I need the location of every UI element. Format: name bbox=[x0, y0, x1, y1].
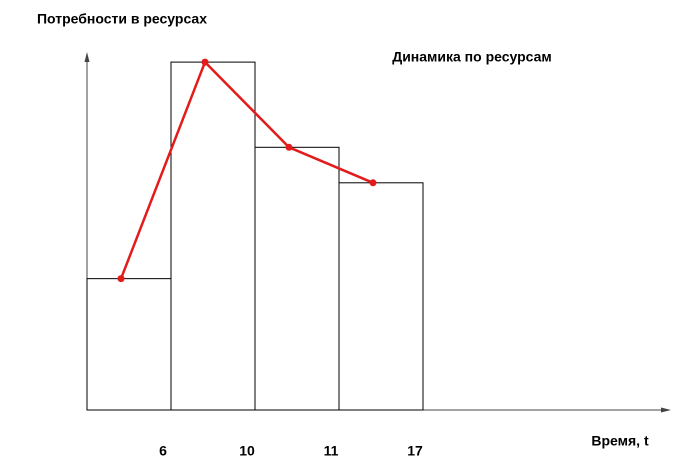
x-axis-arrow bbox=[661, 407, 671, 413]
x-tick-label: 11 bbox=[324, 443, 339, 459]
x-tick-label: 17 bbox=[407, 443, 423, 459]
trend-point bbox=[117, 275, 125, 283]
trend-point bbox=[201, 58, 209, 66]
chart-title: Динамика по ресурсам bbox=[392, 49, 552, 65]
trend-line bbox=[119, 59, 374, 280]
bar bbox=[170, 61, 256, 411]
trend-point bbox=[285, 143, 293, 151]
y-axis-label: Потребности в ресурсах bbox=[37, 11, 207, 27]
x-tick-label: 6 bbox=[159, 443, 167, 459]
x-axis-label: Время, t bbox=[591, 433, 649, 449]
x-tick-label: 10 bbox=[239, 443, 255, 459]
y-axis-arrow bbox=[84, 52, 90, 62]
bar bbox=[86, 278, 172, 411]
bar bbox=[254, 146, 340, 411]
bar bbox=[338, 182, 424, 411]
trend-point bbox=[369, 179, 377, 187]
